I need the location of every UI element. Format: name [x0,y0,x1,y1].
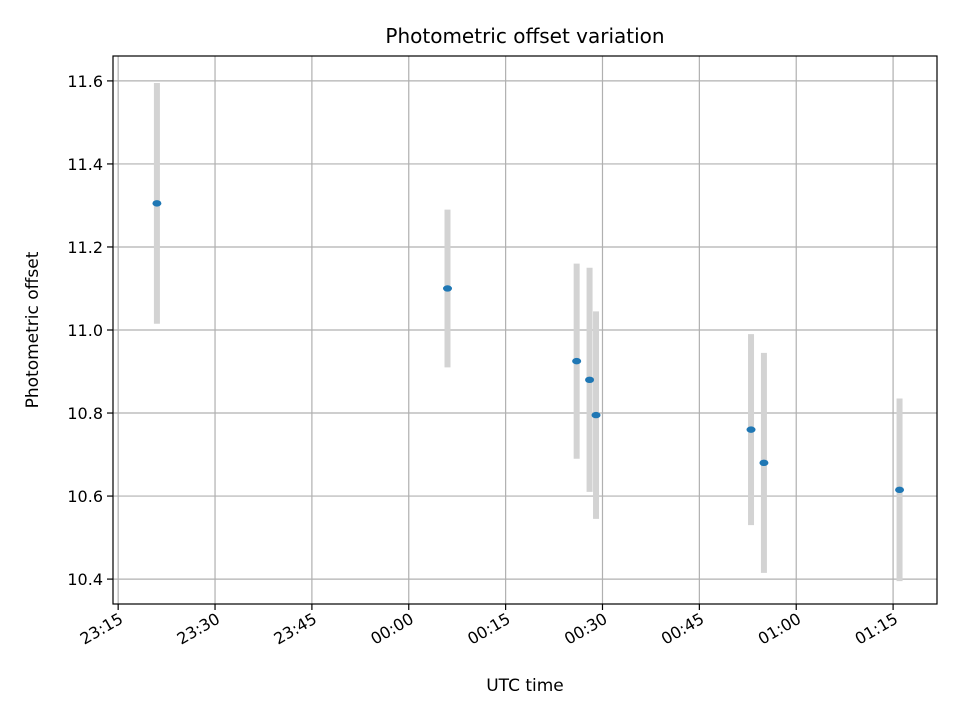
data-point [746,426,756,433]
data-points [152,200,905,494]
y-tick-label: 10.6 [67,487,103,506]
data-point [572,357,582,365]
data-point [895,486,905,494]
y-tick-label: 11.6 [67,72,103,91]
x-axis: 23:15 23:30 23:45 00:00 00:15 00:30 00:45 01:00… [77,604,901,649]
y-tick-label: 11.4 [67,155,103,174]
data-point [585,376,595,384]
data-point [759,459,769,467]
x-tick-label: 00:30 [561,609,610,649]
data-point [591,411,601,419]
x-tick-label: 23:15 [77,609,126,649]
chart-title: Photometric offset variation [385,24,664,48]
y-axis-label: Photometric offset [23,251,43,408]
x-axis-label: UTC time [486,676,564,696]
x-tick-label: 00:45 [658,609,707,649]
y-tick-label: 11.0 [67,321,103,340]
x-tick-label: 00:00 [367,609,416,649]
x-tick-label: 01:00 [755,609,804,649]
data-point [443,285,453,292]
x-tick-label: 00:15 [464,609,513,649]
x-tick-label: 01:15 [852,609,901,649]
y-tick-label: 10.8 [67,404,103,423]
y-tick-label: 10.4 [67,570,103,589]
y-axis: 10.4 10.6 10.8 11.0 11.2 11.4 11.6 [67,72,113,589]
grid [113,56,937,604]
data-point [152,200,162,207]
y-tick-label: 11.2 [67,238,103,257]
x-tick-label: 23:45 [270,609,319,649]
x-tick-label: 23:30 [174,609,223,649]
